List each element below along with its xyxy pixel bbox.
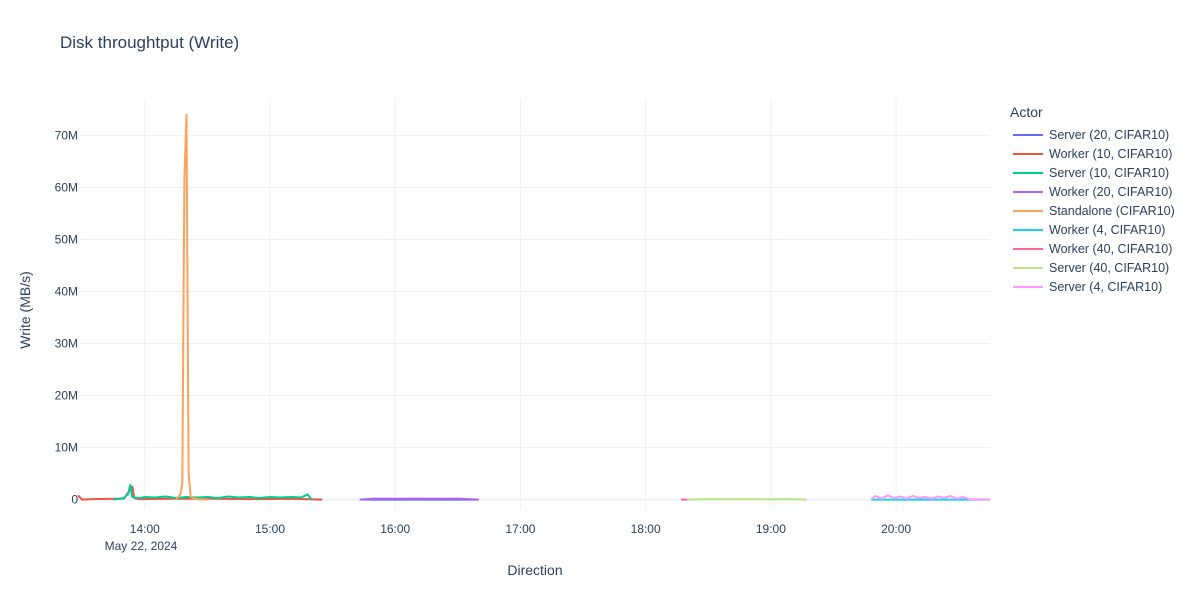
legend-item[interactable]: Worker (10, CIFAR10) bbox=[1010, 144, 1175, 163]
y-tick-label: 60M bbox=[55, 180, 78, 194]
legend-label: Server (40, CIFAR10) bbox=[1049, 260, 1170, 275]
series-line-4[interactable] bbox=[175, 113, 208, 501]
x-tick-label: 16:00 bbox=[380, 522, 410, 536]
y-tick-label: 10M bbox=[55, 441, 78, 455]
series-lines bbox=[77, 113, 991, 501]
x-tick-label: 14:00 bbox=[130, 522, 160, 536]
grid bbox=[78, 99, 990, 510]
legend-item[interactable]: Worker (20, CIFAR10) bbox=[1010, 182, 1175, 201]
series-line-8[interactable] bbox=[870, 494, 991, 501]
legend-swatch bbox=[1013, 190, 1043, 193]
legend-label: Worker (4, CIFAR10) bbox=[1049, 222, 1166, 237]
legend-label: Standalone (CIFAR10) bbox=[1049, 203, 1175, 218]
legend-items: Server (20, CIFAR10) Worker (10, CIFAR10)… bbox=[1010, 125, 1175, 296]
chart-title: Disk throughtput (Write) bbox=[60, 33, 240, 52]
legend-item[interactable]: Server (10, CIFAR10) bbox=[1010, 163, 1175, 182]
legend-label: Worker (10, CIFAR10) bbox=[1049, 146, 1173, 161]
legend-item[interactable]: Standalone (CIFAR10) bbox=[1010, 201, 1175, 220]
y-tick-label: 20M bbox=[55, 389, 78, 403]
legend-item[interactable]: Server (40, CIFAR10) bbox=[1010, 258, 1175, 277]
legend-item[interactable]: Worker (4, CIFAR10) bbox=[1010, 220, 1175, 239]
y-tick-label: 50M bbox=[55, 232, 78, 246]
legend-swatch bbox=[1013, 247, 1043, 250]
series-line-3[interactable] bbox=[359, 497, 479, 501]
legend: Actor Server (20, CIFAR10) Worker (10, CI… bbox=[1010, 104, 1175, 296]
legend-item[interactable]: Server (4, CIFAR10) bbox=[1010, 277, 1175, 296]
y-tick-label: 70M bbox=[55, 128, 78, 142]
legend-swatch bbox=[1013, 266, 1043, 269]
y-axis-title: Write (MB/s) bbox=[17, 271, 33, 349]
y-tick-label: 0 bbox=[71, 493, 78, 507]
legend-item[interactable]: Worker (40, CIFAR10) bbox=[1010, 239, 1175, 258]
series-line-2[interactable] bbox=[113, 484, 313, 501]
legend-swatch bbox=[1013, 228, 1043, 231]
legend-swatch bbox=[1013, 171, 1043, 174]
legend-title: Actor bbox=[1010, 104, 1043, 120]
legend-item[interactable]: Server (20, CIFAR10) bbox=[1010, 125, 1175, 144]
legend-label: Worker (40, CIFAR10) bbox=[1049, 241, 1173, 256]
legend-swatch bbox=[1013, 285, 1043, 288]
y-tick-labels: 0 10M 20M 30M 40M 50M 60M 70M bbox=[55, 128, 79, 506]
legend-label: Server (20, CIFAR10) bbox=[1049, 127, 1170, 142]
legend-label: Server (10, CIFAR10) bbox=[1049, 165, 1170, 180]
legend-label: Server (4, CIFAR10) bbox=[1049, 279, 1163, 294]
legend-label: Worker (20, CIFAR10) bbox=[1049, 184, 1173, 199]
series-line-7[interactable] bbox=[687, 498, 807, 501]
x-tick-labels: 14:00 15:00 16:00 17:00 18:00 19:00 20:00 bbox=[130, 522, 912, 536]
y-tick-label: 40M bbox=[55, 284, 78, 298]
x-tick-label: 19:00 bbox=[756, 522, 786, 536]
y-tick-label: 30M bbox=[55, 337, 78, 351]
legend-swatch bbox=[1013, 209, 1043, 212]
x-tick-label: 15:00 bbox=[255, 522, 285, 536]
x-date-label: May 22, 2024 bbox=[105, 539, 178, 553]
legend-swatch bbox=[1013, 133, 1043, 136]
legend-swatch bbox=[1013, 152, 1043, 155]
x-tick-label: 20:00 bbox=[881, 522, 911, 536]
x-axis-title: Direction bbox=[507, 562, 562, 578]
x-tick-label: 18:00 bbox=[631, 522, 661, 536]
x-tick-label: 17:00 bbox=[505, 522, 535, 536]
